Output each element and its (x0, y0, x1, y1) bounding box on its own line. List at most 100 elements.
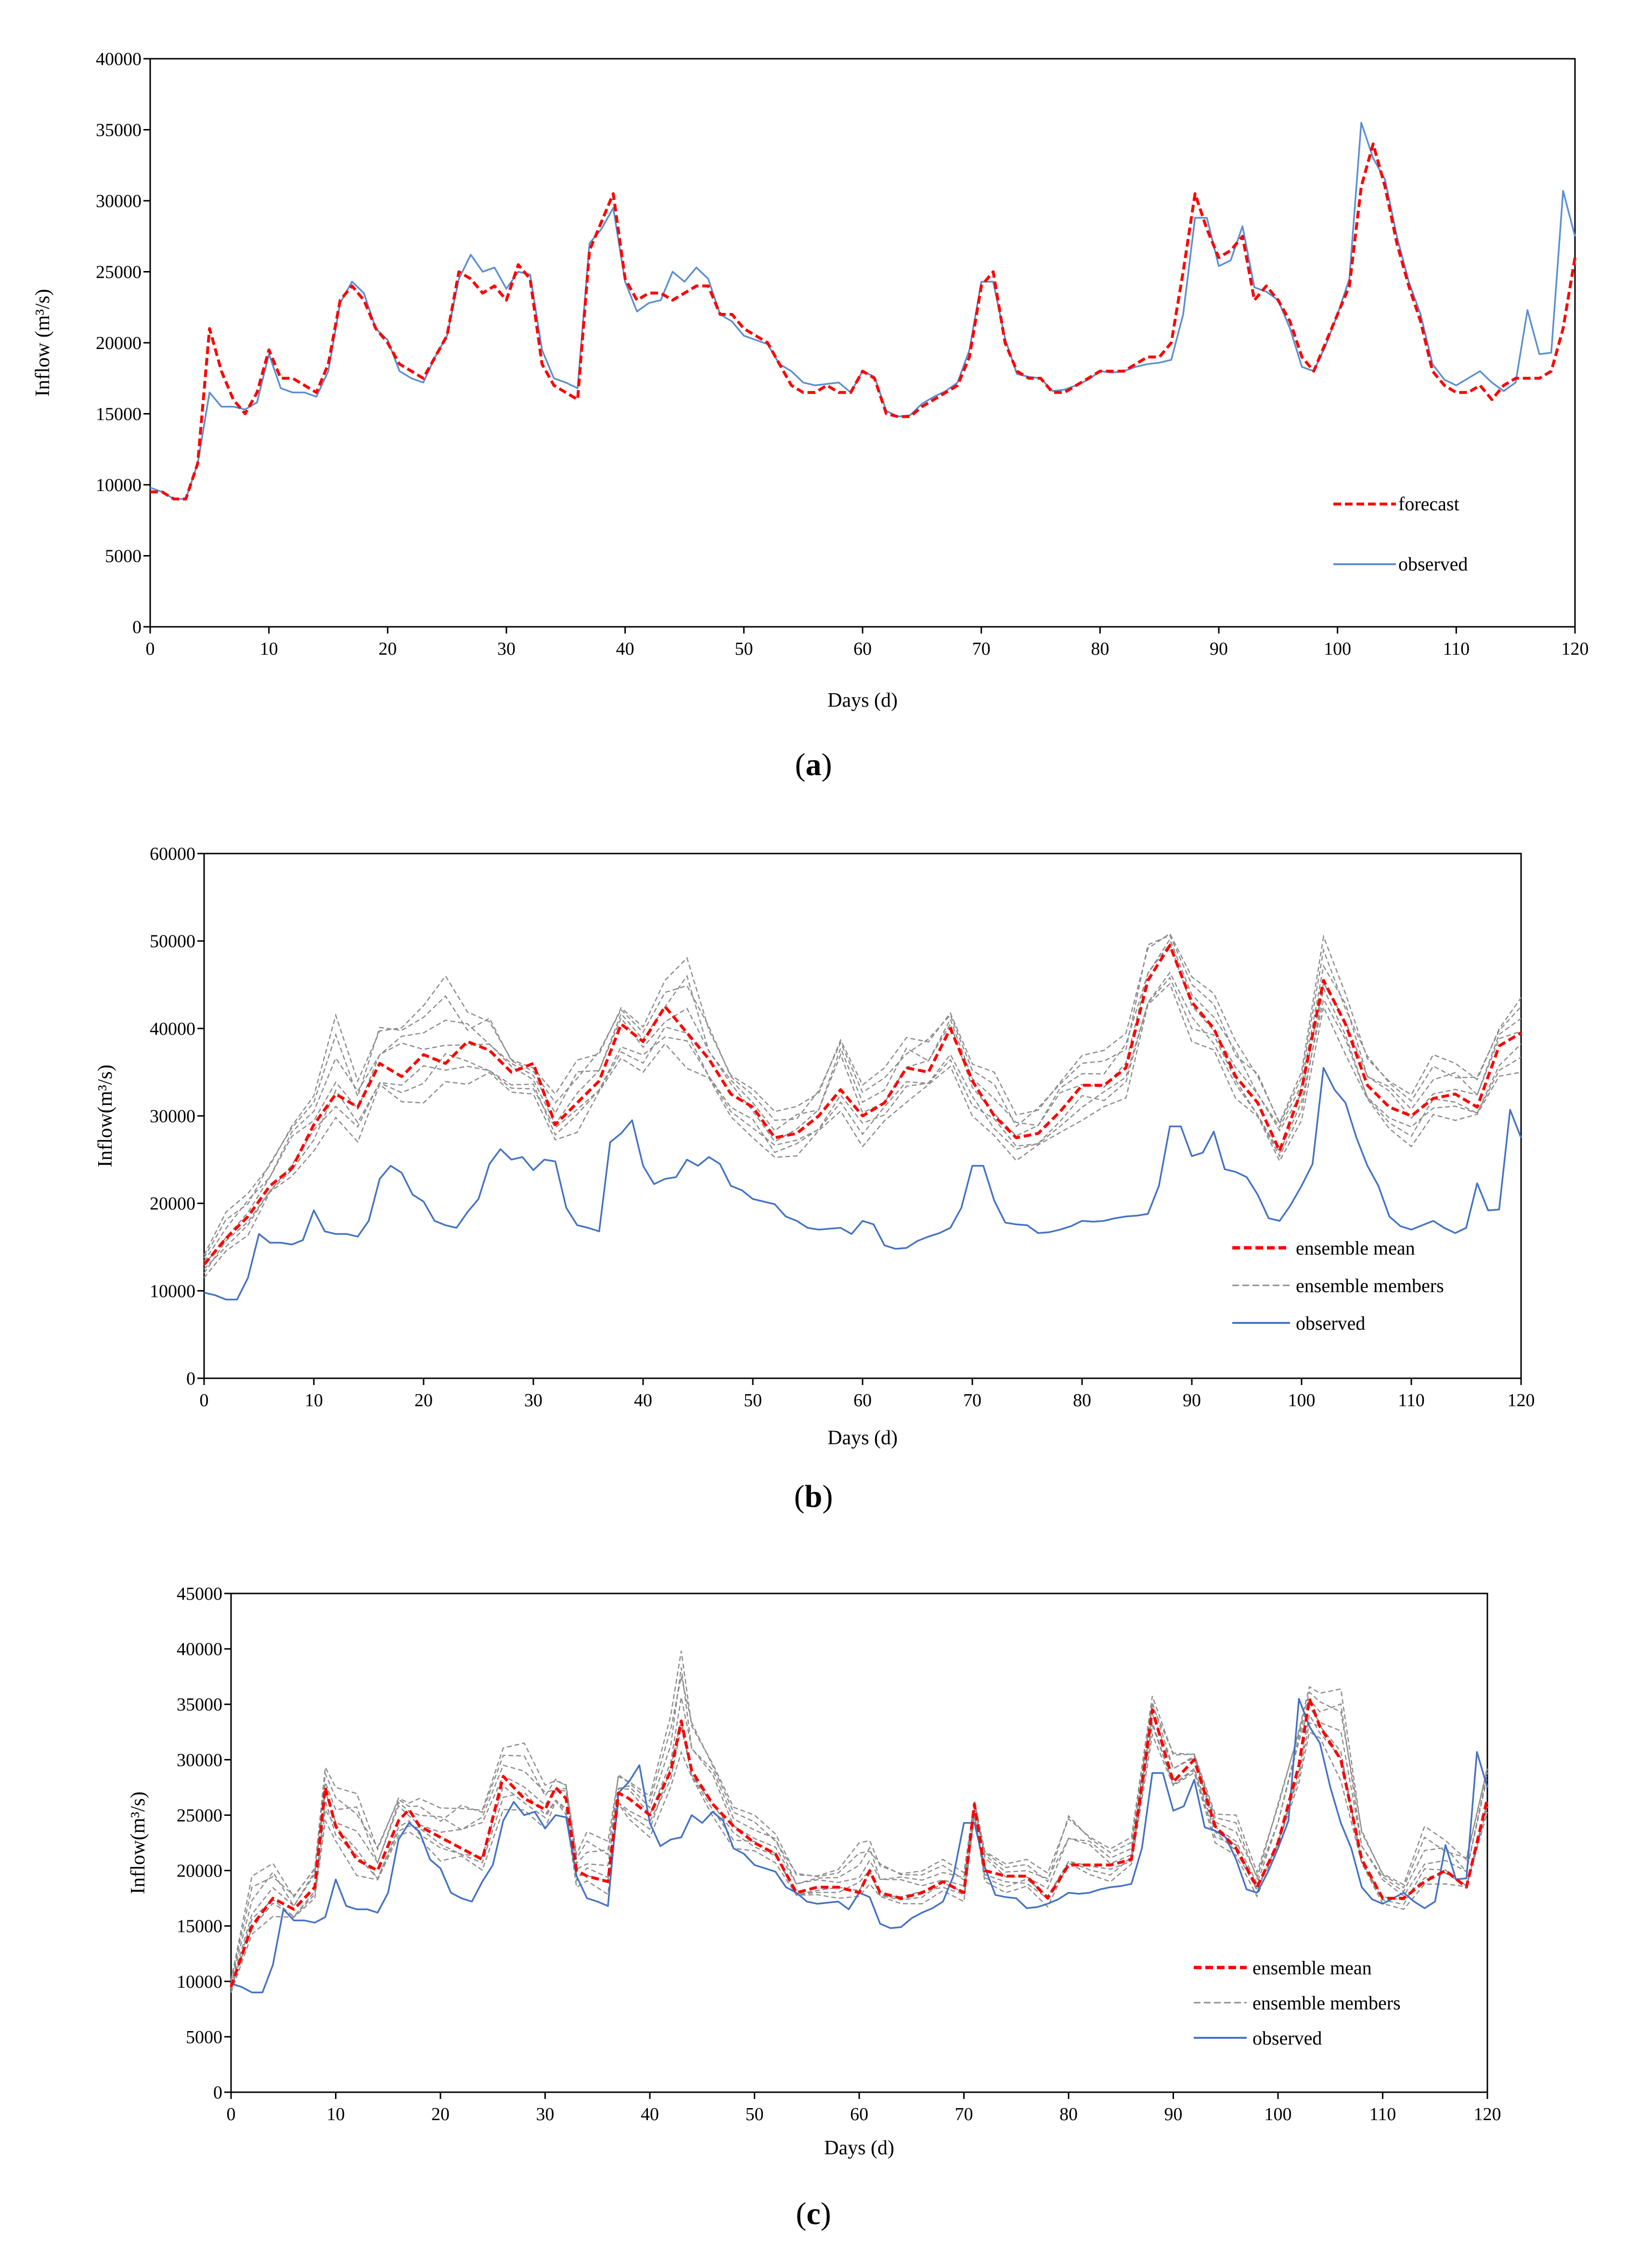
x-tick-label: 40 (616, 639, 634, 659)
panel-a-x-axis-label: Days (d) (827, 689, 898, 712)
y-tick-label: 5000 (105, 546, 142, 567)
x-tick-label: 100 (1324, 639, 1351, 659)
x-tick-label: 70 (963, 1390, 981, 1411)
y-tick-label: 40000 (96, 49, 142, 69)
legend-forecast-label: forecast (1398, 493, 1459, 515)
x-tick-label: 100 (1288, 1390, 1316, 1411)
y-tick-label: 60000 (150, 844, 195, 864)
panel-b-y-axis-label: Inflow(m³/s) (94, 1064, 116, 1167)
panel-b-y-ticks: 0 10000 20000 30000 40000 50000 60000 (150, 844, 204, 1389)
y-tick-label: 40000 (150, 1019, 195, 1039)
panel-c-caption: (c) (796, 2196, 831, 2231)
x-tick-label: 80 (1059, 2104, 1078, 2124)
panel-a-x-ticks: 0 10 20 30 40 50 60 70 80 90 100 110 120 (146, 627, 1589, 659)
x-tick-label: 100 (1265, 2104, 1292, 2124)
x-tick-label: 110 (1443, 639, 1470, 659)
y-tick-label: 0 (186, 1369, 195, 1389)
ensemble-member-line (230, 1676, 1488, 1982)
forecast-line (150, 142, 1576, 501)
x-tick-label: 0 (200, 1390, 209, 1411)
legend-ensemble-mean-label: ensemble mean (1296, 1237, 1415, 1259)
y-tick-label: 35000 (96, 120, 142, 141)
ensemble-member-line (203, 932, 1522, 1256)
x-tick-label: 30 (524, 1390, 542, 1411)
x-tick-label: 50 (746, 2104, 764, 2124)
x-tick-label: 70 (972, 639, 991, 659)
x-tick-label: 30 (536, 2104, 555, 2124)
x-tick-label: 120 (1474, 2104, 1501, 2124)
legend-ensemble-mean-label: ensemble mean (1252, 1957, 1372, 1979)
x-tick-label: 60 (850, 2104, 868, 2124)
y-tick-label: 10000 (150, 1281, 195, 1301)
panel-a: 0 5000 10000 15000 20000 25000 30000 35000 40000… (32, 49, 1589, 782)
panel-a-y-ticks: 0 5000 10000 15000 20000 25000 30000 35000 40000 (96, 49, 150, 637)
panel-a-legend: forecast observed (1333, 493, 1468, 575)
x-tick-label: 0 (146, 639, 155, 659)
ensemble-member-line (230, 1697, 1488, 1986)
ensemble-member-line (203, 976, 1522, 1274)
x-tick-label: 30 (497, 639, 516, 659)
y-tick-label: 30000 (96, 191, 142, 211)
x-tick-label: 90 (1164, 2104, 1183, 2124)
panel-a-series (150, 122, 1576, 501)
x-tick-label: 120 (1562, 639, 1589, 659)
x-tick-label: 0 (227, 2104, 236, 2124)
ensemble-member-line (230, 1731, 1488, 1993)
ensemble-mean-line (230, 1697, 1489, 1988)
panel-c: 0 5000 10000 15000 20000 25000 30000 35000 40000… (127, 1584, 1501, 2231)
y-tick-label: 20000 (96, 333, 142, 353)
observed-line (150, 122, 1576, 500)
observed-line (231, 1697, 1488, 1994)
x-tick-label: 60 (853, 639, 872, 659)
legend-observed-label: observed (1398, 553, 1468, 575)
ensemble-member-line (203, 938, 1522, 1262)
y-tick-label: 50000 (150, 932, 195, 952)
ensemble-member-line (230, 1667, 1488, 1984)
panel-b-x-ticks: 0 10 20 30 40 50 60 70 80 90 100 110 120 (200, 1378, 1535, 1411)
panel-b-x-axis-label: Days (d) (827, 1427, 898, 1449)
ensemble-member-line (204, 983, 1522, 1278)
x-tick-label: 20 (431, 2104, 450, 2124)
y-tick-label: 0 (213, 2083, 222, 2103)
x-tick-label: 90 (1183, 1390, 1201, 1411)
x-tick-label: 110 (1369, 2104, 1396, 2124)
x-tick-label: 70 (955, 2104, 973, 2124)
panel-c-legend: ensemble mean ensemble members observed (1194, 1957, 1401, 2049)
panel-b-series (203, 932, 1522, 1301)
x-tick-label: 90 (1210, 639, 1228, 659)
y-tick-label: 40000 (177, 1639, 222, 1659)
y-tick-label: 10000 (177, 1972, 222, 1992)
y-tick-label: 45000 (177, 1584, 222, 1604)
x-tick-label: 20 (378, 639, 397, 659)
panel-c-x-ticks: 0 10 20 30 40 50 60 70 80 90 100 110 120 (227, 2092, 1501, 2124)
panel-b-legend: ensemble mean ensemble members observed (1232, 1237, 1444, 1334)
x-tick-label: 20 (414, 1390, 433, 1411)
ensemble-member-line (230, 1720, 1488, 1991)
x-tick-label: 50 (735, 639, 753, 659)
y-tick-label: 10000 (96, 475, 142, 495)
x-tick-label: 80 (1091, 639, 1109, 659)
y-tick-label: 15000 (177, 1916, 222, 1937)
y-tick-label: 30000 (150, 1106, 195, 1126)
panel-a-caption: (a) (795, 747, 832, 782)
y-tick-label: 20000 (177, 1861, 222, 1881)
panel-c-x-axis-label: Days (d) (824, 2137, 894, 2159)
y-tick-label: 15000 (96, 404, 142, 425)
y-tick-label: 0 (132, 617, 142, 637)
y-tick-label: 25000 (96, 262, 142, 283)
y-tick-label: 30000 (177, 1750, 222, 1770)
x-tick-label: 10 (327, 2104, 345, 2124)
x-tick-label: 10 (260, 639, 278, 659)
ensemble-member-line (203, 934, 1522, 1258)
y-tick-label: 35000 (177, 1695, 222, 1715)
x-tick-label: 10 (305, 1390, 323, 1411)
legend-observed-label: observed (1252, 2027, 1322, 2049)
panel-b-caption: (b) (794, 1479, 833, 1514)
y-tick-label: 20000 (150, 1194, 195, 1214)
ensemble-mean-line (203, 944, 1522, 1266)
y-tick-label: 25000 (177, 1805, 222, 1826)
x-tick-label: 110 (1398, 1390, 1425, 1411)
panel-c-series (230, 1651, 1489, 1994)
panel-c-y-axis-label: Inflow(m³/s) (127, 1791, 149, 1894)
